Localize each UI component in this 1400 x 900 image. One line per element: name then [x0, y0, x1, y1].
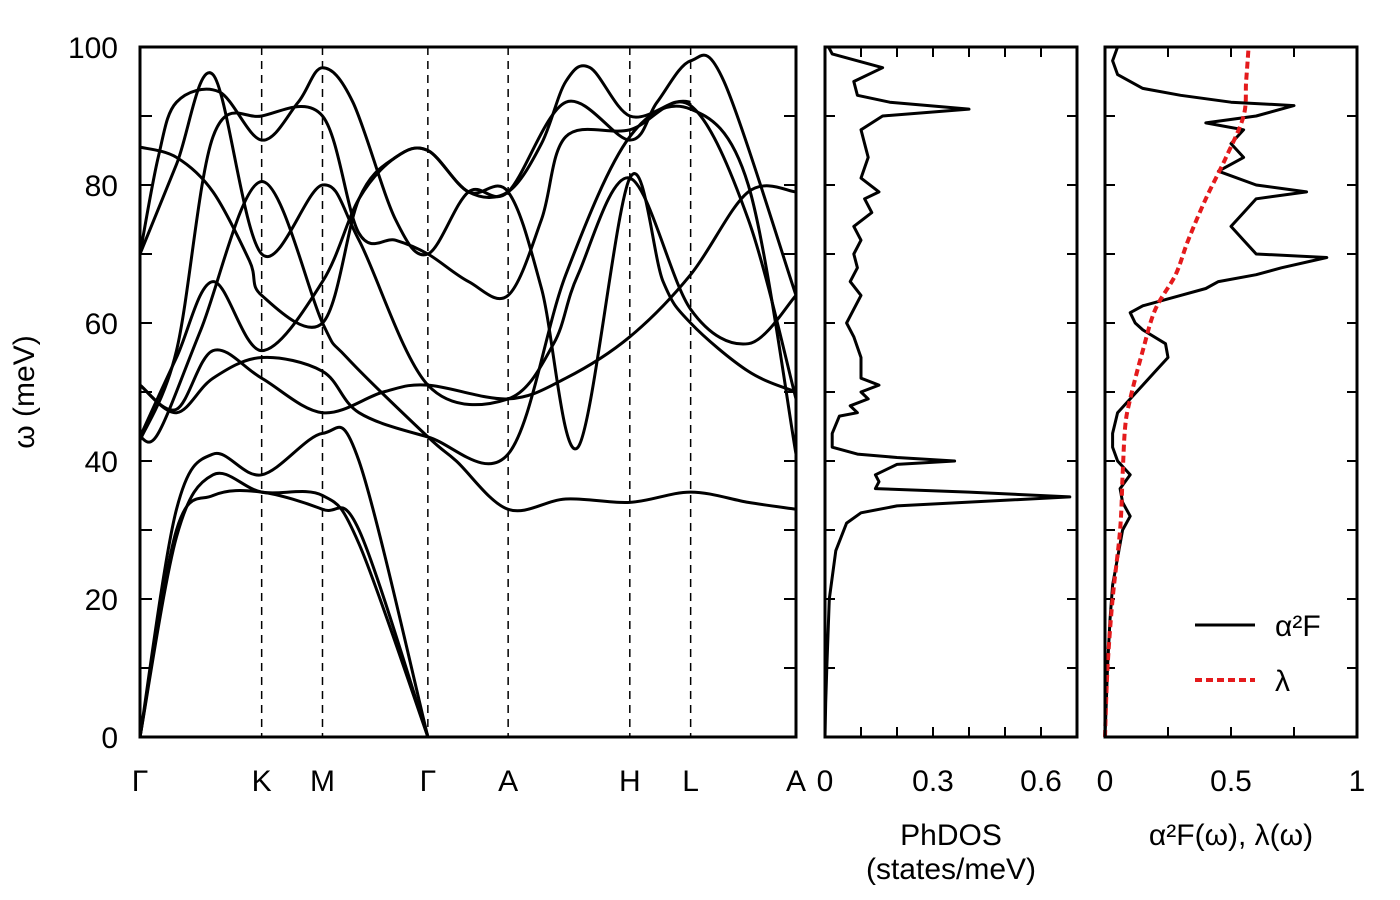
y-tick-label: 40: [85, 446, 118, 479]
phdos-line: [823, 46, 1072, 738]
x-tick-label: 0: [1097, 765, 1114, 798]
phdos-x-axis-label-line: (states/meV): [866, 853, 1036, 886]
phdos-x-axis-label-line: PhDOS: [900, 819, 1002, 852]
a2f-panel: 0 0.5 1 α²F(ω), λ(ω) α²F λ: [1097, 45, 1366, 852]
phonon-branch: [139, 64, 691, 329]
y-tick-label: 20: [85, 584, 118, 617]
phonon-branch: [138, 489, 430, 738]
a2f-curves: [1103, 46, 1329, 738]
y-tick-label: 80: [85, 170, 118, 203]
y-tick-label: 60: [85, 308, 118, 341]
x-tick-label: 0.3: [912, 765, 954, 798]
x-tick-label: 0.5: [1210, 765, 1252, 798]
x-tick-label: 0.6: [1020, 765, 1062, 798]
a2f-frame: [1103, 45, 1359, 739]
dispersion-panel: 0 20 40 60 80 100 Γ K M Γ A H L A ω (meV): [8, 32, 806, 798]
high-symmetry-label: L: [682, 765, 699, 798]
legend: α²F λ: [1195, 610, 1321, 698]
x-tick-label: 0: [817, 765, 834, 798]
phonon-branch: [138, 100, 798, 441]
high-symmetry-lines: [260, 47, 692, 737]
phonon-branch: [138, 71, 798, 407]
phdos-x-axis-label: PhDOS (states/meV): [866, 819, 1036, 886]
dispersion-frame: [138, 45, 798, 739]
phonon-branch: [138, 146, 797, 451]
high-symmetry-label: A: [498, 765, 518, 798]
x-tick-label: 1: [1349, 765, 1366, 798]
y-tick-label: 100: [68, 32, 118, 65]
phonon-branches: [138, 53, 798, 738]
lambda-line: [1103, 46, 1251, 738]
high-symmetry-label: A: [786, 765, 806, 798]
high-symmetry-label: H: [619, 765, 641, 798]
phonon-branch: [138, 53, 798, 296]
high-symmetry-label: K: [252, 765, 272, 798]
phonon-branch: [138, 425, 430, 738]
phdos-panel: 0 0.3 0.6 PhDOS (states/meV): [817, 45, 1079, 886]
a2f-x-axis-label: α²F(ω), λ(ω): [1149, 819, 1313, 852]
phonon-branch: [139, 104, 798, 466]
a2f-x-tick-labels: 0 0.5 1: [1097, 765, 1366, 798]
dispersion-y-axis-label: ω (meV): [8, 335, 41, 448]
phonon-branch: [139, 179, 797, 513]
phonon-branch: [139, 184, 797, 415]
high-symmetry-label: M: [310, 765, 335, 798]
phdos-frame: [823, 45, 1079, 739]
legend-label-a2f: α²F: [1275, 610, 1321, 643]
high-symmetry-label: Γ: [132, 765, 149, 798]
y-tick-label: 0: [101, 722, 118, 755]
phdos-x-tick-labels: 0 0.3 0.6: [817, 765, 1062, 798]
phdos-curve: [823, 46, 1072, 738]
legend-label-lambda: λ: [1275, 665, 1290, 698]
high-symmetry-label: Γ: [420, 765, 437, 798]
